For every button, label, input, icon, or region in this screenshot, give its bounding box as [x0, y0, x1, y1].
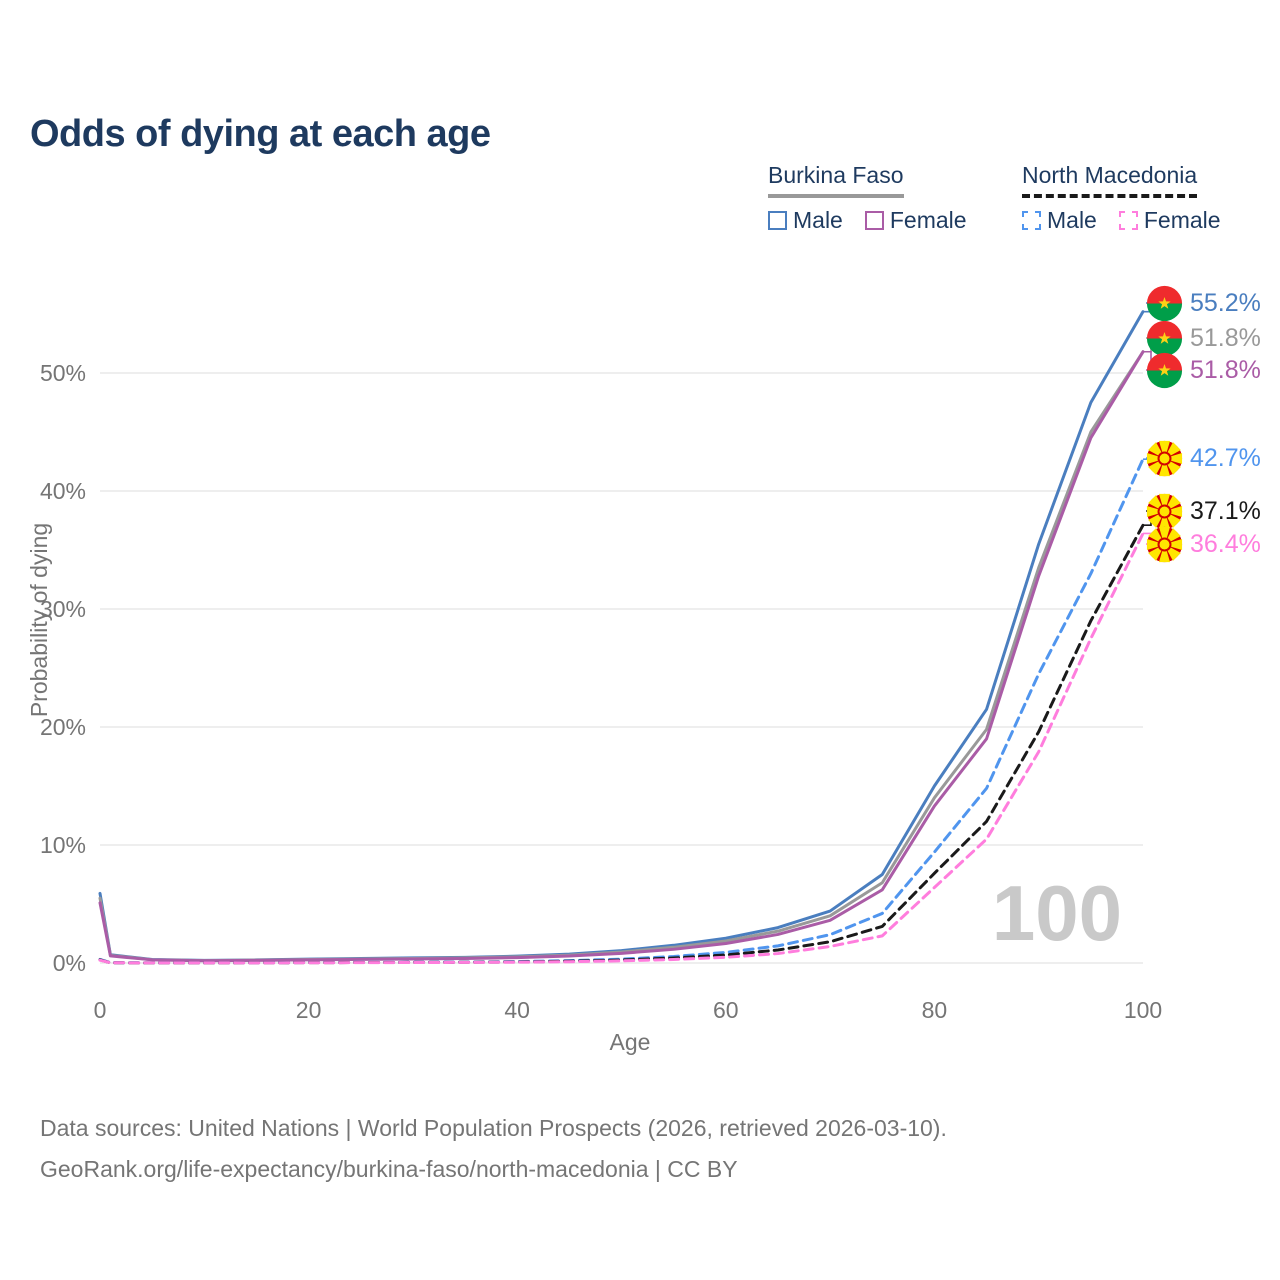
- y-axis-tick-labels: 0% 10% 20% 30% 40% 50%: [40, 360, 86, 976]
- legend-group-burkina-faso: Burkina Faso Male Female: [768, 162, 967, 234]
- legend-country-burkina-faso: Burkina Faso: [768, 162, 904, 198]
- north-macedonia-flag-icon: [1146, 525, 1183, 563]
- burkina-faso-flag-icon: [1146, 285, 1183, 322]
- svg-text:50%: 50%: [40, 360, 86, 386]
- svg-text:0%: 0%: [53, 950, 86, 976]
- series-lines: [98, 310, 1145, 965]
- legend-group-north-macedonia: North Macedonia Male Female: [1022, 162, 1221, 234]
- y-axis-title: Probability of dying: [26, 523, 52, 717]
- end-label-nm-female: 36.4%: [1146, 525, 1261, 563]
- end-value-bf-female: 51.8%: [1190, 355, 1261, 384]
- end-value-bf-male: 55.2%: [1190, 288, 1261, 317]
- north-macedonia-flag-icon: [1146, 492, 1183, 530]
- end-label-bf-male: 55.2%: [1146, 284, 1261, 322]
- x-axis-tick-labels: 0 20 40 60 80 100: [94, 997, 1163, 1023]
- legend-label: Female: [889, 207, 967, 233]
- gridlines: [100, 372, 1143, 964]
- end-value-nm-female: 36.4%: [1190, 529, 1261, 558]
- svg-text:20: 20: [296, 997, 322, 1023]
- end-label-nm-male: 42.7%: [1146, 439, 1261, 477]
- nm-male-swatch-icon: [1022, 211, 1041, 230]
- footer: Data sources: United Nations | World Pop…: [40, 1108, 947, 1190]
- legend-country-north-macedonia: North Macedonia: [1022, 162, 1198, 198]
- legend-item-nm-female[interactable]: Female: [1118, 207, 1221, 234]
- burkina-faso-flag-icon: [1146, 352, 1183, 389]
- svg-text:20%: 20%: [40, 714, 86, 740]
- end-label-nm-both: 37.1%: [1146, 492, 1261, 530]
- north-macedonia-flag-icon: [1146, 439, 1183, 477]
- svg-text:0: 0: [94, 997, 107, 1023]
- svg-text:40: 40: [504, 997, 530, 1023]
- legend-label: Male: [793, 207, 843, 233]
- bf-female-swatch-icon: [864, 211, 884, 230]
- end-value-nm-both: 37.1%: [1190, 496, 1261, 525]
- bf-male-swatch-icon: [768, 211, 787, 230]
- end-label-bf-both: 51.8%: [1146, 319, 1261, 357]
- age-counter-watermark: 100: [991, 869, 1122, 957]
- legend-item-nm-male[interactable]: Male: [1022, 207, 1097, 234]
- end-label-bf-female: 51.8%: [1146, 351, 1261, 389]
- legend-item-bf-female[interactable]: Female: [864, 207, 967, 234]
- footer-attribution: GeoRank.org/life-expectancy/burkina-faso…: [40, 1156, 738, 1182]
- svg-text:80: 80: [922, 997, 948, 1023]
- svg-text:30%: 30%: [40, 596, 86, 622]
- svg-text:60: 60: [713, 997, 739, 1023]
- legend-label: Female: [1143, 207, 1221, 233]
- svg-text:10%: 10%: [40, 832, 86, 858]
- legend-label: Male: [1047, 207, 1097, 233]
- end-value-bf-both: 51.8%: [1190, 323, 1261, 352]
- svg-text:100: 100: [1124, 997, 1162, 1023]
- page-title: Odds of dying at each age: [30, 113, 491, 156]
- svg-text:40%: 40%: [40, 478, 86, 504]
- x-axis-title: Age: [610, 1029, 651, 1055]
- legend-item-bf-male[interactable]: Male: [768, 207, 843, 234]
- footer-data-sources: Data sources: United Nations | World Pop…: [40, 1115, 947, 1141]
- end-value-nm-male: 42.7%: [1190, 443, 1261, 472]
- nm-female-swatch-icon: [1118, 211, 1138, 230]
